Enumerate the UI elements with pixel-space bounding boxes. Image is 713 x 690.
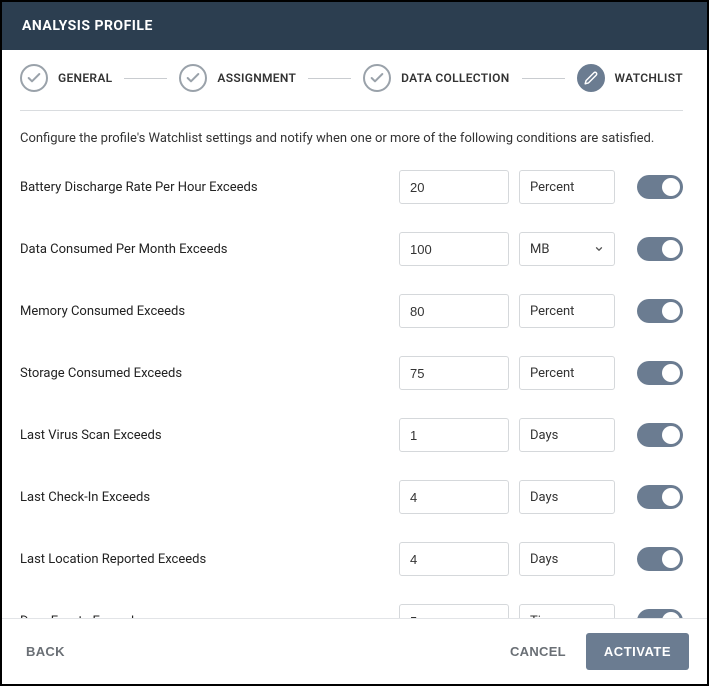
pencil-icon <box>577 64 605 92</box>
step-label: GENERAL <box>58 71 112 85</box>
setting-unit-select[interactable]: MB <box>519 232 615 266</box>
check-icon <box>20 64 48 92</box>
setting-value-input[interactable] <box>399 232 509 266</box>
wizard-steps: GENERAL ASSIGNMENT DATA COLLECTION WATCHLIS… <box>2 50 701 106</box>
setting-toggle[interactable] <box>637 361 683 385</box>
dialog-title: ANALYSIS PROFILE <box>2 2 707 50</box>
setting-unit: Days <box>519 542 615 576</box>
setting-label: Data Consumed Per Month Exceeds <box>20 242 389 257</box>
setting-row-data: Data Consumed Per Month Exceeds MB <box>20 218 683 280</box>
setting-unit: Times <box>519 604 615 618</box>
step-label: WATCHLIST <box>615 71 683 85</box>
check-icon <box>363 64 391 92</box>
setting-toggle[interactable] <box>637 609 683 618</box>
step-label: DATA COLLECTION <box>401 71 509 85</box>
step-separator <box>522 78 565 79</box>
toggle-knob <box>662 302 680 320</box>
setting-row-virus: Last Virus Scan Exceeds Days <box>20 404 683 466</box>
setting-toggle[interactable] <box>637 175 683 199</box>
step-separator <box>124 78 167 79</box>
setting-label: Last Virus Scan Exceeds <box>20 428 389 443</box>
check-icon <box>179 64 207 92</box>
wizard-step-general[interactable]: GENERAL <box>20 64 112 92</box>
setting-value-input[interactable] <box>399 170 509 204</box>
activate-button[interactable]: ACTIVATE <box>586 633 689 670</box>
setting-row-location: Last Location Reported Exceeds Days <box>20 528 683 590</box>
setting-unit-label: Days <box>530 490 558 505</box>
scroll-area[interactable]: GENERAL ASSIGNMENT DATA COLLECTION WATCHLIS… <box>2 50 707 618</box>
setting-label: Last Check-In Exceeds <box>20 490 389 505</box>
setting-row-storage: Storage Consumed Exceeds Percent <box>20 342 683 404</box>
dialog-body: GENERAL ASSIGNMENT DATA COLLECTION WATCHLIS… <box>2 50 707 684</box>
setting-unit: Percent <box>519 170 615 204</box>
setting-toggle[interactable] <box>637 485 683 509</box>
setting-value-input[interactable] <box>399 542 509 576</box>
setting-label: Storage Consumed Exceeds <box>20 366 389 381</box>
intro-text: Configure the profile's Watchlist settin… <box>2 111 701 152</box>
toggle-knob <box>662 178 680 196</box>
step-separator <box>308 78 351 79</box>
setting-toggle[interactable] <box>637 299 683 323</box>
setting-value-input[interactable] <box>399 356 509 390</box>
setting-row-memory: Memory Consumed Exceeds Percent <box>20 280 683 342</box>
setting-unit-label: Percent <box>530 366 574 381</box>
setting-value-input[interactable] <box>399 294 509 328</box>
wizard-step-watchlist[interactable]: WATCHLIST <box>577 64 683 92</box>
settings-list: Battery Discharge Rate Per Hour Exceeds P… <box>2 152 701 618</box>
toggle-knob <box>662 550 680 568</box>
cancel-button[interactable]: CANCEL <box>504 634 572 669</box>
toggle-knob <box>662 364 680 382</box>
setting-toggle[interactable] <box>637 237 683 261</box>
setting-label: Memory Consumed Exceeds <box>20 304 389 319</box>
setting-unit-label: Days <box>530 552 558 567</box>
toggle-knob <box>662 488 680 506</box>
setting-unit: Days <box>519 418 615 452</box>
step-label: ASSIGNMENT <box>217 71 296 85</box>
setting-row-battery: Battery Discharge Rate Per Hour Exceeds P… <box>20 156 683 218</box>
setting-value-input[interactable] <box>399 604 509 618</box>
setting-unit-label: MB <box>530 242 549 257</box>
back-button[interactable]: BACK <box>20 634 71 669</box>
setting-unit-label: Percent <box>530 180 574 195</box>
toggle-knob <box>662 426 680 444</box>
setting-label: Battery Discharge Rate Per Hour Exceeds <box>20 180 389 195</box>
wizard-step-data-collection[interactable]: DATA COLLECTION <box>363 64 509 92</box>
setting-unit: Percent <box>519 294 615 328</box>
setting-unit: Days <box>519 480 615 514</box>
analysis-profile-dialog: ANALYSIS PROFILE GENERAL ASSIGNMENT DATA C… <box>0 0 709 686</box>
setting-value-input[interactable] <box>399 480 509 514</box>
setting-row-checkin: Last Check-In Exceeds Days <box>20 466 683 528</box>
setting-toggle[interactable] <box>637 547 683 571</box>
wizard-step-assignment[interactable]: ASSIGNMENT <box>179 64 296 92</box>
setting-label: Last Location Reported Exceeds <box>20 552 389 567</box>
dialog-footer: BACK CANCEL ACTIVATE <box>2 618 707 684</box>
setting-unit: Percent <box>519 356 615 390</box>
setting-unit-label: Days <box>530 428 558 443</box>
setting-unit-label: Percent <box>530 304 574 319</box>
toggle-knob <box>662 612 680 618</box>
chevron-down-icon <box>594 244 604 254</box>
setting-value-input[interactable] <box>399 418 509 452</box>
setting-row-drops: Drop Events ExceedTimes <box>20 590 683 618</box>
setting-toggle[interactable] <box>637 423 683 447</box>
toggle-knob <box>662 240 680 258</box>
